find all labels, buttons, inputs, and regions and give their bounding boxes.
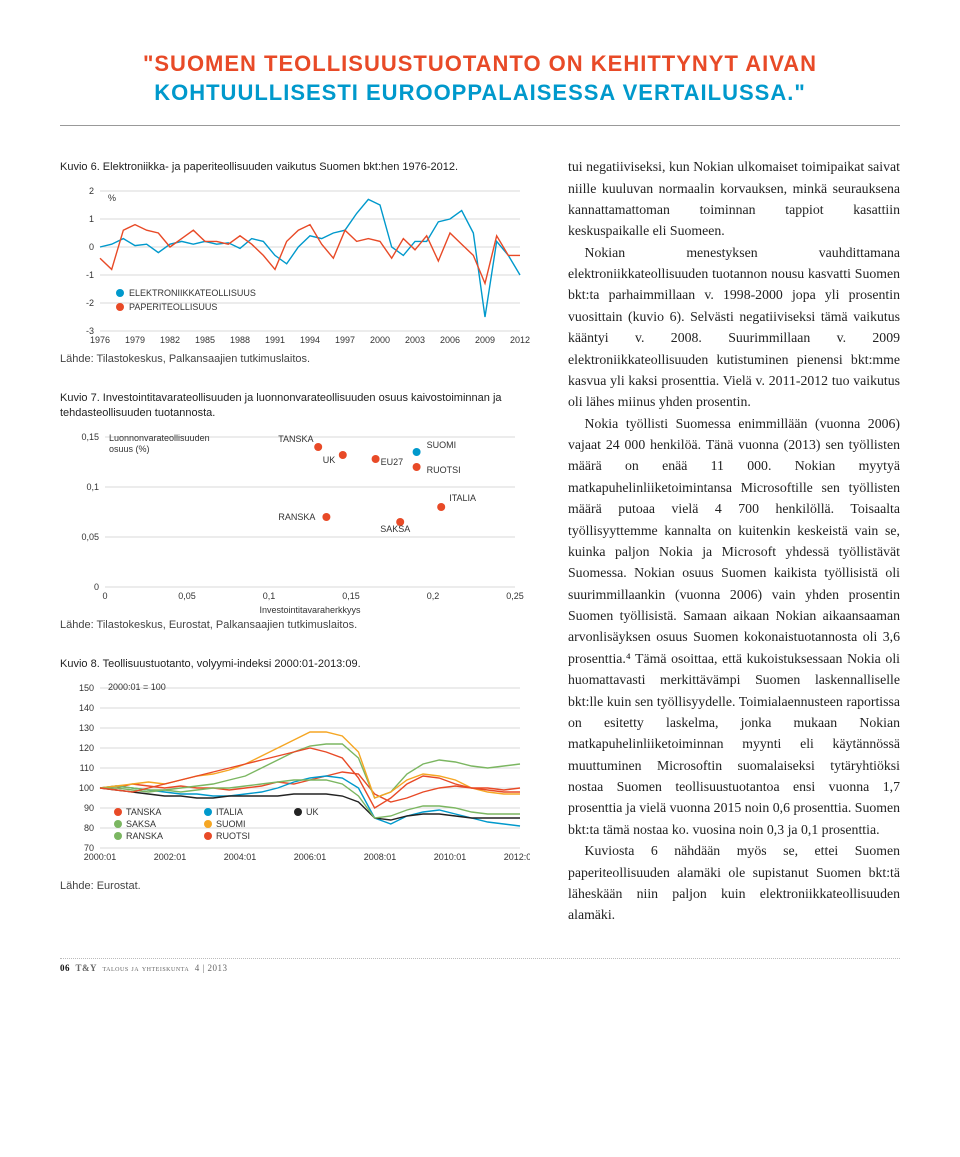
svg-text:1985: 1985 (195, 335, 215, 345)
svg-text:0: 0 (102, 591, 107, 601)
chart7-source: Lähde: Tilastokeskus, Eurostat, Palkansa… (60, 619, 540, 631)
svg-text:1: 1 (89, 214, 94, 224)
chart7-svg: 0 0,05 0,1 0,15 0 0,05 0,1 0,15 0,2 0,25 Investoin… (60, 427, 530, 617)
svg-text:-1: -1 (86, 270, 94, 280)
journal-title: talous ja yhteiskunta (103, 963, 190, 973)
svg-text:UK: UK (306, 807, 319, 817)
svg-text:100: 100 (79, 783, 94, 793)
svg-text:80: 80 (84, 823, 94, 833)
svg-text:0,05: 0,05 (81, 532, 99, 542)
svg-text:1976: 1976 (90, 335, 110, 345)
headline-line1: "SUOMEN TEOLLISUUSTUOTANTO ON KEHITTYNYT… (143, 51, 817, 76)
body-p4: Kuviosta 6 nähdään myös se, ettei Suomen… (568, 840, 900, 926)
svg-text:0,25: 0,25 (506, 591, 524, 601)
svg-text:RANSKA: RANSKA (278, 512, 315, 522)
svg-text:2006:01: 2006:01 (294, 852, 327, 862)
body-column: tui negatiiviseksi, kun Nokian ulkomaise… (568, 156, 900, 926)
svg-text:0: 0 (94, 582, 99, 592)
svg-text:PAPERITEOLLISUUS: PAPERITEOLLISUUS (129, 302, 217, 312)
svg-text:RANSKA: RANSKA (126, 831, 163, 841)
chart8-block: Kuvio 8. Teollisuustuotanto, volyymi-ind… (60, 653, 540, 908)
svg-text:2008:01: 2008:01 (364, 852, 397, 862)
body-p2: Nokian menestyksen vauhdittamana elektro… (568, 242, 900, 413)
svg-text:SUOMI: SUOMI (216, 819, 246, 829)
svg-text:1979: 1979 (125, 335, 145, 345)
svg-text:2012:01: 2012:01 (504, 852, 530, 862)
svg-text:110: 110 (80, 763, 94, 773)
svg-text:RUOTSI: RUOTSI (216, 831, 250, 841)
svg-text:0: 0 (89, 242, 94, 252)
journal-issue: 4 | 2013 (195, 963, 228, 973)
svg-text:1982: 1982 (160, 335, 180, 345)
svg-text:2000: 2000 (370, 335, 390, 345)
svg-text:RUOTSI: RUOTSI (427, 465, 461, 475)
chart8-caption: Kuvio 8. Teollisuustuotanto, volyymi-ind… (60, 657, 540, 672)
chart6-svg: 210-1-2-31976197919821985198819911994199… (60, 181, 530, 351)
svg-text:0,15: 0,15 (342, 591, 360, 601)
svg-text:UK: UK (323, 455, 336, 465)
svg-text:2: 2 (89, 186, 94, 196)
svg-text:TANSKA: TANSKA (126, 807, 161, 817)
svg-text:SAKSA: SAKSA (126, 819, 156, 829)
svg-text:90: 90 (84, 803, 94, 813)
chart7-caption: Kuvio 7. Investointitavarateollisuuden j… (60, 391, 540, 421)
chart8-source: Lähde: Eurostat. (60, 880, 540, 892)
svg-text:EU27: EU27 (381, 457, 404, 467)
svg-text:0,2: 0,2 (427, 591, 440, 601)
chart6-source: Lähde: Tilastokeskus, Palkansaajien tutk… (60, 353, 540, 365)
svg-text:0,15: 0,15 (81, 432, 99, 442)
chart6-block: Kuvio 6. Elektroniikka- ja paperiteollis… (60, 156, 540, 381)
headline-line2: KOHTUULLISESTI EUROOPPALAISESSA VERTAILU… (154, 80, 806, 105)
svg-text:140: 140 (79, 703, 94, 713)
headline-rule (60, 125, 900, 126)
svg-text:1997: 1997 (335, 335, 355, 345)
svg-text:ELEKTRONIIKKATEOLLISUUS: ELEKTRONIIKKATEOLLISUUS (129, 288, 256, 298)
svg-text:2006: 2006 (440, 335, 460, 345)
svg-text:2000:01: 2000:01 (84, 852, 117, 862)
chart6-caption: Kuvio 6. Elektroniikka- ja paperiteollis… (60, 160, 540, 175)
svg-text:150: 150 (79, 683, 94, 693)
svg-text:2003: 2003 (405, 335, 425, 345)
charts-column: Kuvio 6. Elektroniikka- ja paperiteollis… (60, 156, 540, 926)
body-p3: Nokia työllisti Suomessa enimmillään (vu… (568, 413, 900, 841)
svg-text:2000:01 = 100: 2000:01 = 100 (108, 682, 166, 692)
svg-text:0,1: 0,1 (263, 591, 276, 601)
svg-text:ITALIA: ITALIA (449, 493, 476, 503)
svg-text:SUOMI: SUOMI (427, 440, 457, 450)
pullquote-headline: "SUOMEN TEOLLISUUSTUOTANTO ON KEHITTYNYT… (60, 50, 900, 107)
svg-text:SAKSA: SAKSA (380, 524, 410, 534)
body-p1: tui negatiiviseksi, kun Nokian ulkomaise… (568, 156, 900, 242)
svg-text:2002:01: 2002:01 (154, 852, 187, 862)
svg-text:2010:01: 2010:01 (434, 852, 467, 862)
svg-text:1991: 1991 (265, 335, 285, 345)
svg-text:0,1: 0,1 (86, 482, 99, 492)
svg-text:2012: 2012 (510, 335, 530, 345)
page-number: 06 (60, 963, 70, 973)
page-footer: 06 T&Y talous ja yhteiskunta 4 | 2013 (60, 958, 900, 973)
svg-text:2009: 2009 (475, 335, 495, 345)
svg-text:1994: 1994 (300, 335, 320, 345)
main-columns: Kuvio 6. Elektroniikka- ja paperiteollis… (60, 156, 900, 926)
svg-text:%: % (108, 193, 116, 203)
svg-text:130: 130 (79, 723, 94, 733)
svg-text:osuus (%): osuus (%) (109, 444, 150, 454)
svg-text:120: 120 (79, 743, 94, 753)
chart7-block: Kuvio 7. Investointitavarateollisuuden j… (60, 387, 540, 647)
svg-text:0,05: 0,05 (178, 591, 196, 601)
svg-text:-2: -2 (86, 298, 94, 308)
svg-text:TANSKA: TANSKA (278, 434, 313, 444)
svg-text:Luonnonvarateollisuuden: Luonnonvarateollisuuden (109, 433, 210, 443)
svg-text:ITALIA: ITALIA (216, 807, 243, 817)
svg-text:Investointitavaraherkkyys: Investointitavaraherkkyys (259, 605, 361, 615)
chart8-svg: 1501401301201101009080702000:012002:0120… (60, 678, 530, 878)
journal-abbrev: T&Y (76, 963, 98, 973)
svg-text:2004:01: 2004:01 (224, 852, 257, 862)
svg-text:1988: 1988 (230, 335, 250, 345)
